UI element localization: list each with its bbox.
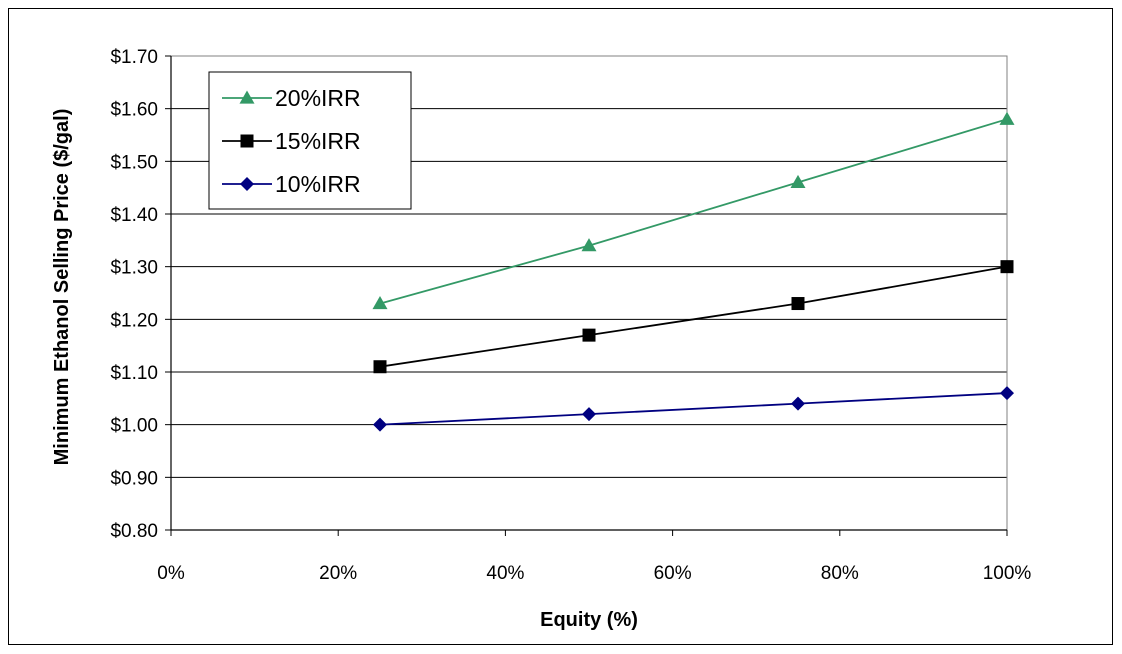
data-point [1000,260,1014,274]
legend-marker [239,90,255,104]
series-line [379,392,1008,426]
data-point [999,111,1015,125]
y-tick-label: $1.70 [110,47,158,68]
y-tick-label: $1.00 [110,416,158,437]
chart-frame [8,8,1113,645]
data-point [790,174,806,189]
legend-marker [240,177,254,191]
x-tick-label: 60% [654,563,692,584]
y-tick-label: $1.40 [110,205,158,226]
series-layer [372,111,1015,432]
legend-entry: 20%IRR [222,85,361,111]
data-point [372,296,388,310]
data-point [581,238,597,252]
x-tick-label: 40% [486,563,524,584]
legend-label: 10%IRR [275,171,361,197]
y-axis-title: Minimum Ethanol Selling Price ($/gal) [51,109,73,466]
series-line [379,265,1008,368]
legend-label: 15%IRR [275,128,361,154]
y-tick-label: $1.10 [110,363,158,384]
series-line [379,118,1008,305]
data-point [1000,386,1014,401]
legend-entry: 15%IRR [222,128,361,154]
data-point [582,407,596,422]
y-tick-label: $0.90 [110,468,158,489]
x-tick-label: 100% [983,563,1032,584]
y-tick-label: $1.60 [110,100,158,121]
data-point [791,396,805,411]
legend-entry: 10%IRR [222,171,361,197]
data-point [373,417,387,432]
data-point [373,360,387,374]
x-tick-label: 80% [821,563,859,584]
y-tick-label: $1.20 [110,310,158,331]
series-20-irr [372,111,1015,310]
x-tick-label: 0% [157,563,185,584]
axes: $0.80 $0.90 $1.00 $1.10 $1.20 $1.30 $1.40 $1.50… [110,47,1031,584]
legend: 20%IRR 15%IRR 10%IRR [208,71,412,210]
y-tick-label: $0.80 [110,521,158,542]
legend-label: 20%IRR [275,85,361,111]
series-15-irr [373,260,1014,374]
data-point [582,328,596,342]
y-tick-label: $1.50 [110,152,158,173]
series-10-irr [373,386,1014,432]
y-tick-label: $1.30 [110,258,158,279]
data-point [791,297,805,311]
x-tick-label: 20% [319,563,357,584]
x-axis-title: Equity (%) [540,609,638,631]
legend-marker [240,134,254,148]
